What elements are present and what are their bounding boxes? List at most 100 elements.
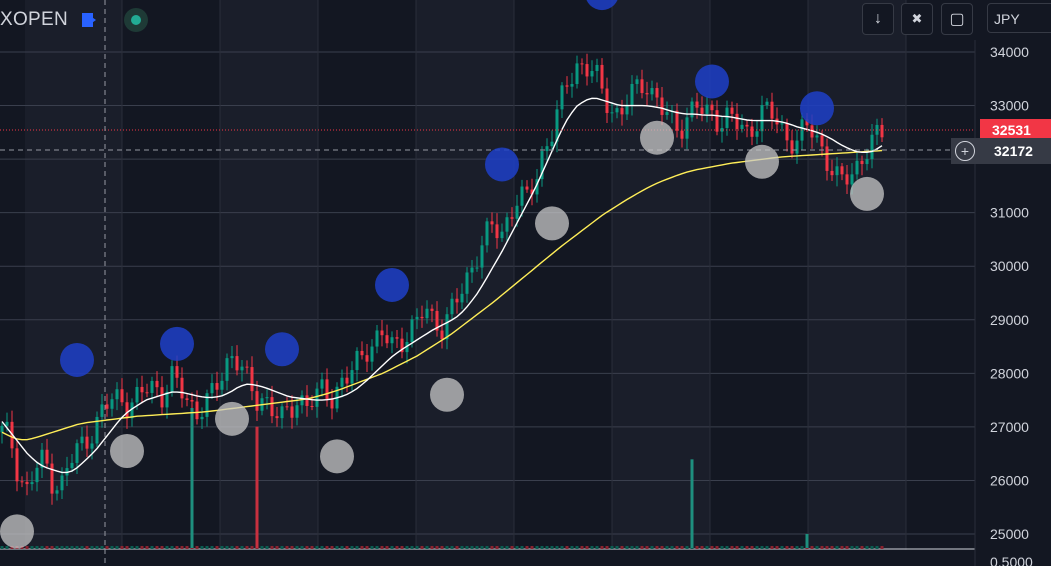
- volume-bar: [75, 546, 79, 549]
- volume-bar: [195, 546, 199, 549]
- volume-bar: [395, 546, 399, 549]
- candle-body: [450, 298, 454, 315]
- candle-body: [770, 101, 774, 119]
- volume-bar: [235, 546, 239, 549]
- volume-bar: [105, 546, 109, 549]
- flag-icon[interactable]: [82, 13, 98, 27]
- candle-body: [120, 389, 124, 403]
- candle-body: [580, 63, 584, 65]
- volume-bar: [705, 546, 709, 549]
- volume-bar: [570, 546, 574, 549]
- candle-body: [730, 107, 734, 114]
- candle-body: [540, 151, 544, 180]
- currency-selector[interactable]: JPY: [987, 3, 1051, 33]
- candle-body: [15, 448, 19, 482]
- candle-body: [240, 366, 244, 371]
- candle-body: [855, 160, 859, 175]
- candle-body: [305, 395, 309, 406]
- candle-body: [660, 97, 664, 115]
- volume-bar: [290, 546, 294, 549]
- candle-body: [400, 338, 404, 353]
- candle-body: [705, 104, 709, 114]
- candle-body: [70, 462, 74, 469]
- candle-body: [615, 108, 619, 113]
- volume-bar: [640, 546, 644, 549]
- candle-body: [375, 330, 379, 347]
- candle-body: [145, 392, 149, 394]
- candle-body: [500, 231, 504, 239]
- candle-body: [535, 179, 539, 195]
- candle-body: [610, 112, 614, 114]
- collapse-button[interactable]: ✖: [901, 3, 933, 35]
- volume-bar: [60, 546, 64, 549]
- candle-body: [830, 170, 834, 176]
- volume-bar: [485, 546, 489, 549]
- volume-bar: [765, 546, 769, 549]
- candle-body: [310, 405, 314, 407]
- volume-bar: [455, 546, 459, 549]
- volume-bar: [880, 546, 884, 549]
- candle-body: [275, 416, 279, 419]
- volume-bar: [225, 546, 229, 549]
- candle-body: [25, 481, 29, 485]
- candle-body: [755, 131, 759, 137]
- candle-body: [645, 93, 649, 95]
- fullscreen-button[interactable]: ▢: [941, 3, 973, 35]
- volume-bar: [655, 546, 659, 549]
- volume-bar: [785, 546, 789, 549]
- candle-body: [250, 367, 254, 392]
- candle-body: [180, 377, 184, 399]
- candle-body: [50, 463, 54, 494]
- candle-body: [75, 443, 79, 463]
- volume-bar: [445, 546, 449, 549]
- candle-body: [605, 88, 609, 113]
- volume-bar: [795, 546, 799, 549]
- symbol-label[interactable]: XOPEN: [0, 9, 69, 30]
- volume-bar: [200, 546, 204, 549]
- time-band: [808, 0, 906, 550]
- crosshair-price-label[interactable]: + 32172: [951, 138, 1051, 164]
- candle-body: [395, 337, 399, 339]
- candle-body: [90, 443, 94, 449]
- candle-body: [220, 380, 224, 390]
- volume-bar: [770, 546, 774, 549]
- candle-body: [455, 298, 459, 303]
- signal-bubble-blue: [60, 342, 94, 377]
- candle-body: [280, 406, 284, 419]
- candle-body: [300, 395, 304, 406]
- volume-bar: [840, 546, 844, 549]
- candle-body: [315, 388, 319, 407]
- volume-bar: [120, 546, 124, 549]
- candle-body: [55, 490, 59, 494]
- volume-bar: [610, 546, 614, 549]
- volume-bar: [170, 546, 174, 549]
- volume-bar: [405, 546, 409, 549]
- volume-bar: [580, 546, 584, 549]
- candle-body: [295, 405, 299, 418]
- candle-body: [690, 101, 694, 118]
- volume-bar: [810, 546, 814, 549]
- volume-bar: [835, 546, 839, 549]
- volume-bar: [40, 546, 44, 549]
- volume-bar: [850, 546, 854, 549]
- volume-bar: [100, 546, 104, 549]
- time-band: [416, 0, 514, 550]
- market-status-indicator[interactable]: [124, 8, 149, 32]
- volume-bar: [330, 546, 334, 549]
- candle-body: [695, 101, 699, 108]
- candle-body: [435, 310, 439, 331]
- scroll-to-latest-button[interactable]: ↓: [862, 3, 894, 35]
- candle-body: [565, 85, 569, 87]
- price-axis-label: 33000: [990, 98, 1029, 114]
- volume-bar: [220, 546, 224, 549]
- candle-body: [165, 391, 169, 408]
- volume-bar: [465, 546, 469, 549]
- volume-bar: [310, 546, 314, 549]
- signal-bubble-blue: [800, 91, 834, 126]
- volume-bar: [80, 546, 84, 549]
- candle-body: [0, 425, 4, 433]
- candle-body: [330, 398, 334, 409]
- volume-bar: [420, 546, 424, 549]
- plus-icon[interactable]: +: [955, 141, 975, 161]
